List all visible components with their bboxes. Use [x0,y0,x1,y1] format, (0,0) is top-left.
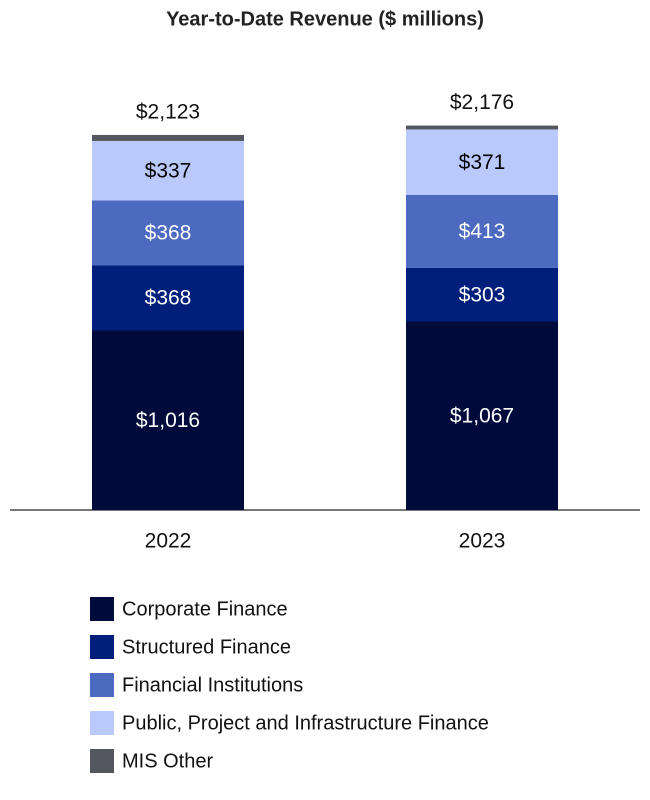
data-label: $368 [145,222,192,245]
legend-label: Financial Institutions [122,674,303,696]
legend-swatch [90,597,114,621]
legend-swatch [90,749,114,773]
legend-label: Corporate Finance [122,598,288,620]
bar-segment [406,125,558,130]
bar-segment [92,200,244,266]
total-label: $2,176 [450,91,514,114]
x-tick-label: 2022 [145,530,192,553]
data-label: $368 [145,287,192,310]
bar-segment [406,195,558,268]
data-label: $337 [145,159,192,182]
data-label: $413 [459,220,506,243]
bar-segment [92,265,244,331]
bar-segment [92,140,244,201]
legend-label: MIS Other [122,750,213,772]
bar-segment [406,267,558,322]
bar-segment [406,129,558,196]
bar-segment [92,134,244,141]
bar-segment [406,321,558,510]
legend-label: Structured Finance [122,636,291,658]
chart-title: Year-to-Date Revenue ($ millions) [166,8,484,30]
x-tick-label: 2023 [459,530,506,553]
legend-swatch [90,673,114,697]
data-label: $303 [459,283,506,306]
legend-swatch [90,711,114,735]
legend-label: Public, Project and Infrastructure Finan… [122,712,489,734]
data-label: $1,016 [136,409,200,432]
data-label: $1,067 [450,404,514,427]
bar-segment [92,330,244,510]
total-label: $2,123 [136,100,200,123]
legend-swatch [90,635,114,659]
data-label: $371 [459,151,506,174]
